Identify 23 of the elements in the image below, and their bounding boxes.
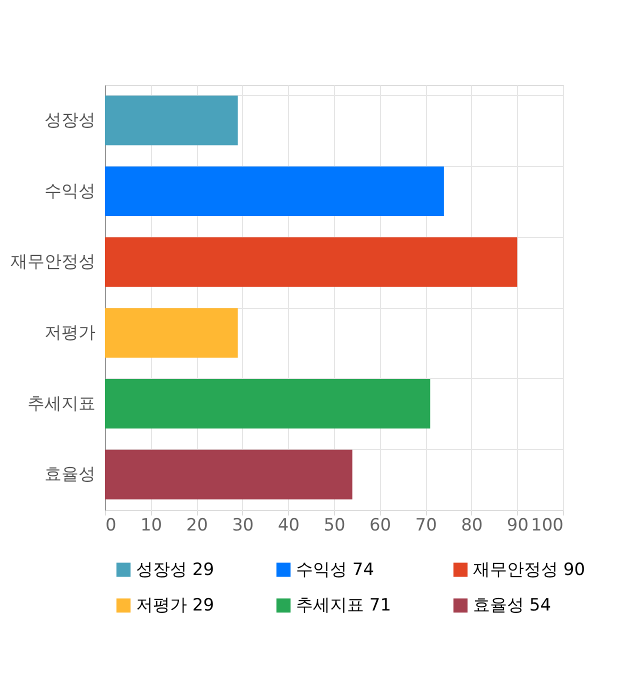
x-tick-label: 10 (140, 516, 162, 536)
x-tick-label: 20 (186, 516, 208, 536)
y-tick-label: 추세지표 (28, 394, 96, 414)
y-tick-label: 효율성 (44, 464, 96, 485)
y-tick-label: 재무안정성 (10, 252, 96, 272)
x-tick-label: 30 (232, 516, 254, 536)
y-tick-label: 수익성 (44, 181, 96, 202)
x-tick-label: 70 (415, 516, 437, 536)
x-tick-label: 0 (106, 516, 116, 536)
x-tick-label: 60 (369, 516, 392, 536)
legend-label: 재무안정성 90 (473, 560, 586, 580)
legend-label: 효율성 54 (473, 596, 552, 616)
legend-label: 추세지표 71 (296, 596, 392, 616)
x-tick-label: 80 (461, 516, 483, 536)
legend-label: 저평가 29 (136, 596, 214, 616)
x-tick-label: 90 (506, 516, 529, 536)
legend-label: 성장성 29 (136, 560, 214, 580)
x-tick-label: 40 (278, 516, 300, 536)
x-tick-label: 50 (324, 516, 346, 536)
x-tick-label: 100 (531, 516, 564, 536)
y-tick-label: 성장성 (44, 110, 96, 130)
legend-label: 수익성 74 (296, 560, 374, 580)
y-tick-label: 저평가 (44, 322, 96, 343)
